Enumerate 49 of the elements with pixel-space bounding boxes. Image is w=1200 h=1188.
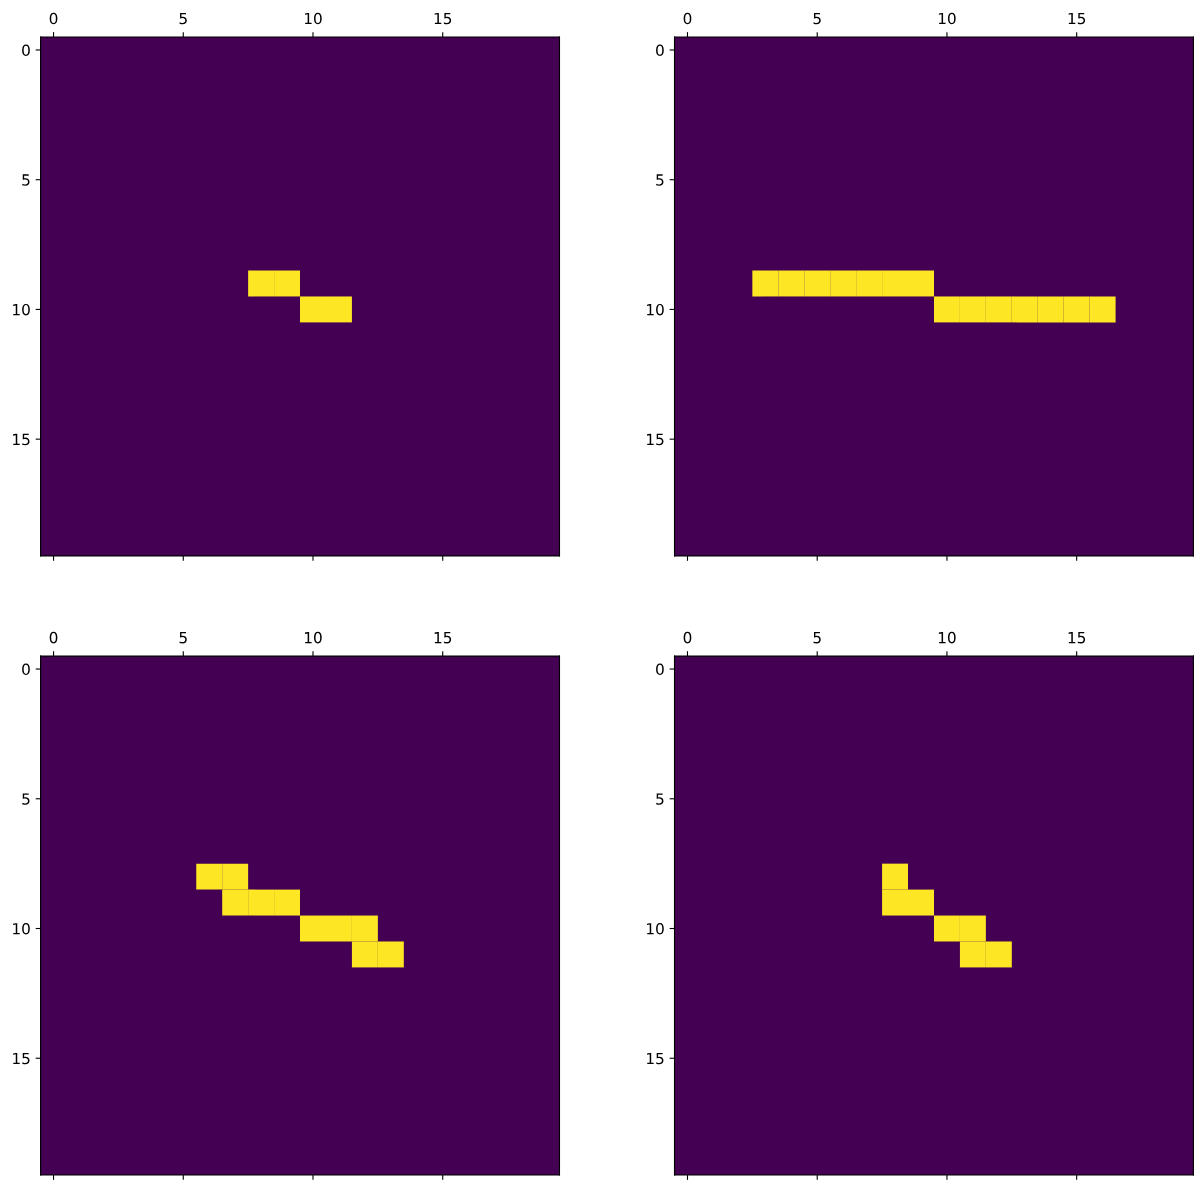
x-tick-label: 5 [179, 12, 187, 25]
x-tick-label: 15 [1068, 12, 1086, 25]
point [882, 889, 909, 916]
y-tick-label: 5 [656, 174, 664, 186]
y-tick-label: 10 [647, 922, 664, 935]
point [325, 915, 352, 942]
point [196, 863, 223, 890]
y-tick-label: 0 [656, 663, 664, 676]
x-tick-label: 10 [938, 12, 956, 25]
x-tick-label: 10 [304, 12, 322, 25]
y-tick-label: 15 [13, 433, 30, 446]
y-tick-label: 10 [13, 922, 30, 935]
point [985, 941, 1012, 968]
y-tick-label: 10 [13, 303, 30, 316]
x-tick-label: 15 [434, 632, 452, 644]
x-tick-label: 15 [1068, 632, 1086, 644]
x-tick-label: 10 [938, 631, 956, 644]
point [222, 863, 249, 890]
point [959, 941, 986, 968]
x-tick-label: 0 [683, 631, 692, 644]
point [959, 915, 986, 942]
point [222, 889, 249, 916]
point [351, 915, 378, 942]
point [933, 915, 960, 942]
point [248, 889, 275, 916]
y-tick-label: 15 [647, 1052, 664, 1065]
point [300, 915, 326, 942]
x-tick-label: 0 [49, 631, 58, 644]
x-tick-label: 5 [813, 632, 821, 644]
x-tick-label: 0 [49, 12, 58, 25]
point [908, 889, 934, 916]
x-tick-label: 0 [683, 12, 692, 25]
y-tick-label: 5 [656, 793, 664, 805]
y-tick-label: 0 [22, 663, 30, 676]
point [351, 941, 378, 968]
y-tick-label: 0 [656, 44, 664, 56]
x-tick-label: 5 [179, 632, 187, 644]
point [274, 889, 301, 916]
y-tick-label: 0 [22, 44, 30, 56]
x-tick-label: 5 [813, 12, 821, 25]
y-tick-label: 5 [22, 174, 30, 186]
point [377, 941, 404, 968]
point [882, 863, 909, 890]
x-tick-label: 10 [304, 631, 322, 644]
y-tick-label: 15 [13, 1052, 30, 1065]
y-tick-label: 10 [647, 303, 664, 316]
x-tick-label: 15 [434, 12, 452, 25]
y-tick-label: 15 [647, 433, 664, 446]
y-tick-label: 5 [22, 793, 30, 805]
